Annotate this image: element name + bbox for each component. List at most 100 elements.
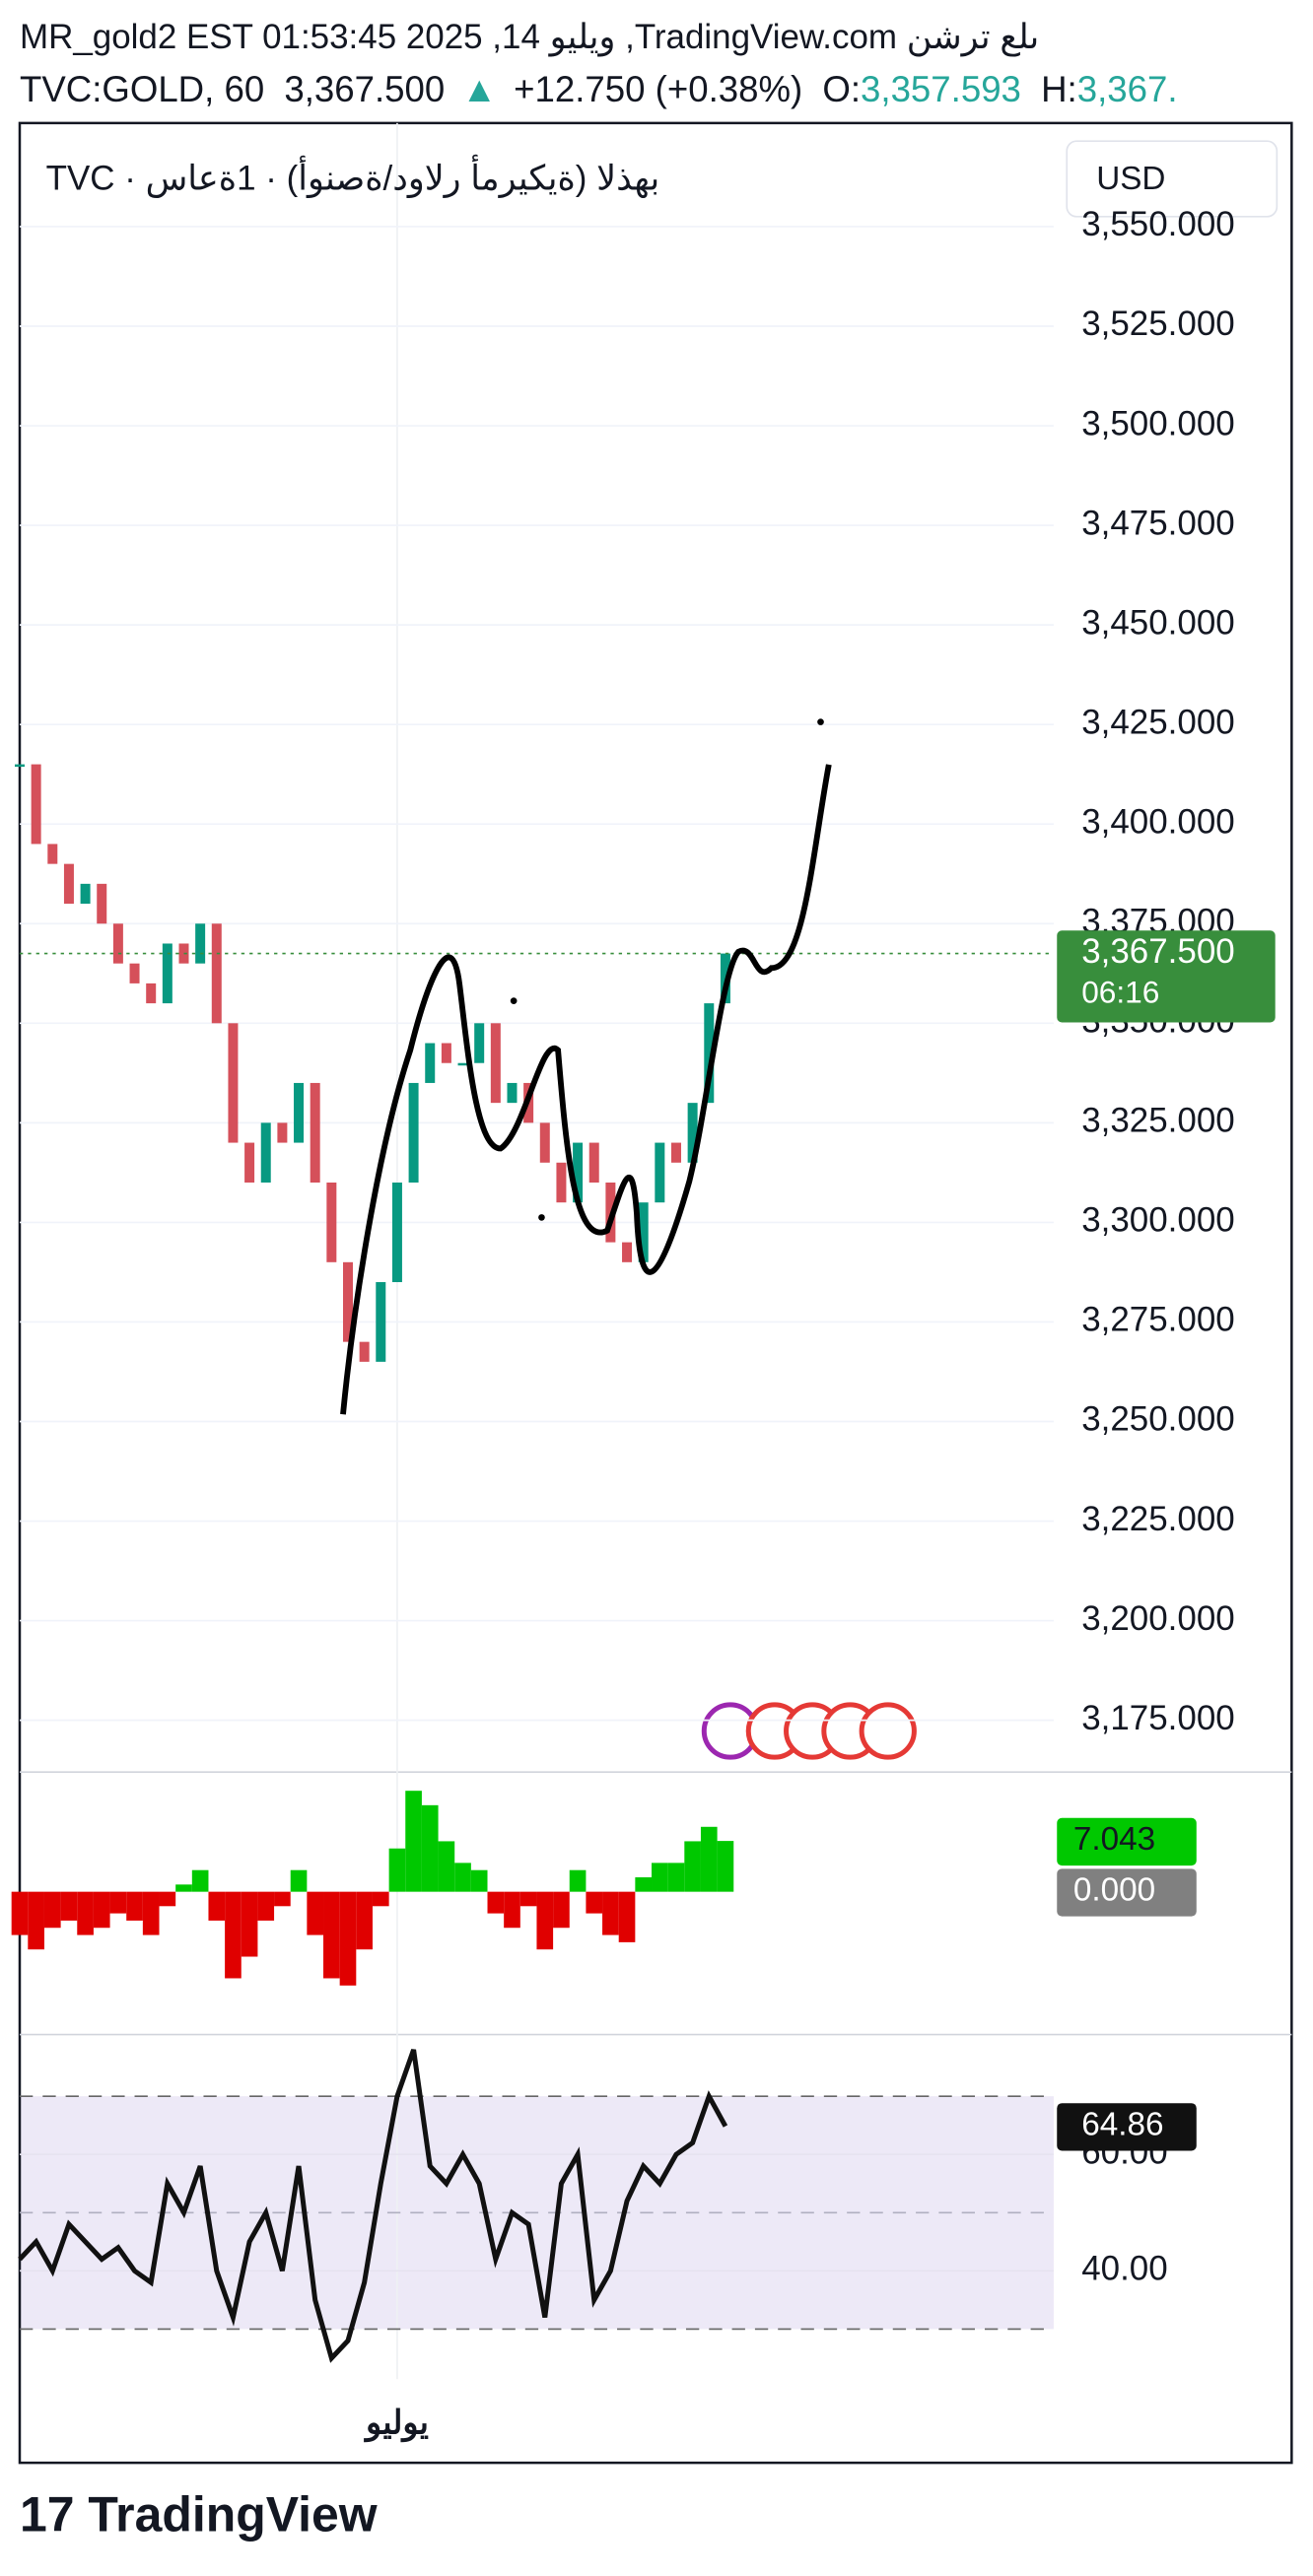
- candle: [376, 1282, 386, 1362]
- y-tick-label: 3,475.000: [1081, 504, 1235, 542]
- candle: [342, 1261, 353, 1342]
- symbol: TVC:GOLD, 60: [20, 69, 264, 109]
- currency-button[interactable]: [1066, 140, 1278, 218]
- histogram-bar: [142, 1891, 160, 1935]
- price: 3,367.500: [284, 69, 445, 109]
- candle: [146, 983, 157, 1004]
- x-label: يوليو: [364, 2406, 429, 2443]
- candle: [31, 764, 41, 845]
- candle: [507, 1082, 518, 1104]
- high-label: H:: [1041, 69, 1077, 109]
- histogram-bar: [635, 1877, 653, 1892]
- events: [701, 1702, 917, 1760]
- candle: [588, 1142, 599, 1183]
- histogram-bar: [109, 1891, 127, 1914]
- histogram-bar: [553, 1891, 570, 1929]
- hand-drawing: [340, 718, 832, 1415]
- y-tick-label: 3,425.000: [1081, 703, 1235, 741]
- histogram-bar: [93, 1891, 110, 1929]
- dot: [510, 997, 518, 1004]
- legend: TVC · بهذلا (ةيكيرمأ رلاود/ةصنوأ) · 1ةعا…: [46, 153, 660, 198]
- histogram-bar: [700, 1826, 718, 1892]
- value-box: [1057, 1817, 1197, 1866]
- high: 3,367.: [1077, 69, 1178, 109]
- histogram-bar: [126, 1891, 143, 1921]
- header-quote: TVC:GOLD, 60 3,367.500 ▲ +12.750 (+0.38%…: [20, 69, 1178, 109]
- y-tick-label: 3,500.000: [1081, 404, 1235, 442]
- histogram-bar: [684, 1841, 701, 1892]
- candle: [556, 1162, 567, 1203]
- brand-logo: 17: [20, 2487, 88, 2542]
- histogram-bar: [717, 1841, 734, 1892]
- candle: [244, 1142, 255, 1183]
- histogram-bar: [191, 1869, 209, 1892]
- y-tick-label: 3,450.000: [1081, 603, 1235, 642]
- value-box: [1057, 2103, 1197, 2151]
- candle: [622, 1242, 633, 1262]
- y-tick-label: 3,525.000: [1081, 305, 1235, 343]
- candle: [211, 923, 222, 1024]
- candle: [326, 1182, 337, 1262]
- candle: [687, 1103, 698, 1163]
- candle: [195, 923, 206, 964]
- candle: [97, 883, 107, 924]
- histogram-bar: [257, 1891, 275, 1921]
- brand: 17 TradingView: [20, 2487, 378, 2542]
- histogram-bar: [11, 1891, 29, 1935]
- y-tick-label: 3,200.000: [1081, 1599, 1235, 1638]
- histogram-bar: [323, 1891, 340, 1979]
- histogram-bar: [667, 1863, 685, 1892]
- candle: [310, 1082, 320, 1183]
- y-tick-label: 3,300.000: [1081, 1201, 1235, 1240]
- last-price-label: 3,367.500: [1081, 932, 1235, 971]
- candle: [277, 1122, 288, 1143]
- histogram-bar: [569, 1869, 587, 1892]
- histogram-bar: [43, 1891, 61, 1929]
- up-arrow: ▲: [461, 69, 497, 109]
- histogram-bar: [519, 1891, 537, 1907]
- candle: [228, 1023, 239, 1143]
- candle: [670, 1142, 681, 1163]
- open: 3,357.593: [861, 69, 1021, 109]
- histogram-bar: [536, 1891, 554, 1950]
- histogram-bar: [421, 1804, 439, 1892]
- histogram-bar: [307, 1891, 324, 1935]
- candle: [162, 943, 173, 1004]
- y-tick-label: 3,550.000: [1081, 205, 1235, 243]
- histogram-bar: [159, 1891, 176, 1907]
- header-line: MR_gold2 EST 01:53:45 2025 ,14 ويليو ,Tr…: [20, 18, 1039, 57]
- candle: [359, 1341, 370, 1362]
- candle: [391, 1182, 402, 1283]
- histogram-bar: [60, 1891, 78, 1921]
- candle: [112, 923, 123, 964]
- histogram-bar: [77, 1891, 94, 1935]
- histogram-bar: [339, 1891, 357, 1986]
- histogram-bar: [290, 1869, 308, 1892]
- zero-box: [1057, 1868, 1197, 1917]
- histogram-bar: [470, 1869, 488, 1892]
- candle: [129, 963, 140, 983]
- y-tick-label: 3,325.000: [1081, 1102, 1235, 1140]
- histogram-bar: [225, 1891, 242, 1979]
- histogram-bar: [438, 1841, 455, 1892]
- histogram-bar: [356, 1891, 373, 1950]
- frame: [18, 121, 1293, 2465]
- histogram-bar: [274, 1891, 291, 1907]
- candle: [408, 1082, 419, 1183]
- candle: [425, 1043, 436, 1083]
- event-icon[interactable]: [859, 1702, 917, 1760]
- value-label: 7.043: [1073, 1821, 1155, 1858]
- candle: [457, 1062, 468, 1066]
- candle: [704, 1003, 715, 1104]
- histogram-bar: [586, 1891, 603, 1914]
- y-tick-label: 40.00: [1081, 2250, 1167, 2288]
- zero-label: 0.000: [1073, 1871, 1155, 1908]
- candle: [63, 863, 74, 905]
- candle: [441, 1043, 451, 1063]
- candle: [638, 1202, 649, 1262]
- y-tick-label: 3,225.000: [1081, 1500, 1235, 1538]
- open-label: O:: [822, 69, 861, 109]
- y-tick-label: 3,275.000: [1081, 1301, 1235, 1339]
- histogram-bar: [602, 1891, 619, 1935]
